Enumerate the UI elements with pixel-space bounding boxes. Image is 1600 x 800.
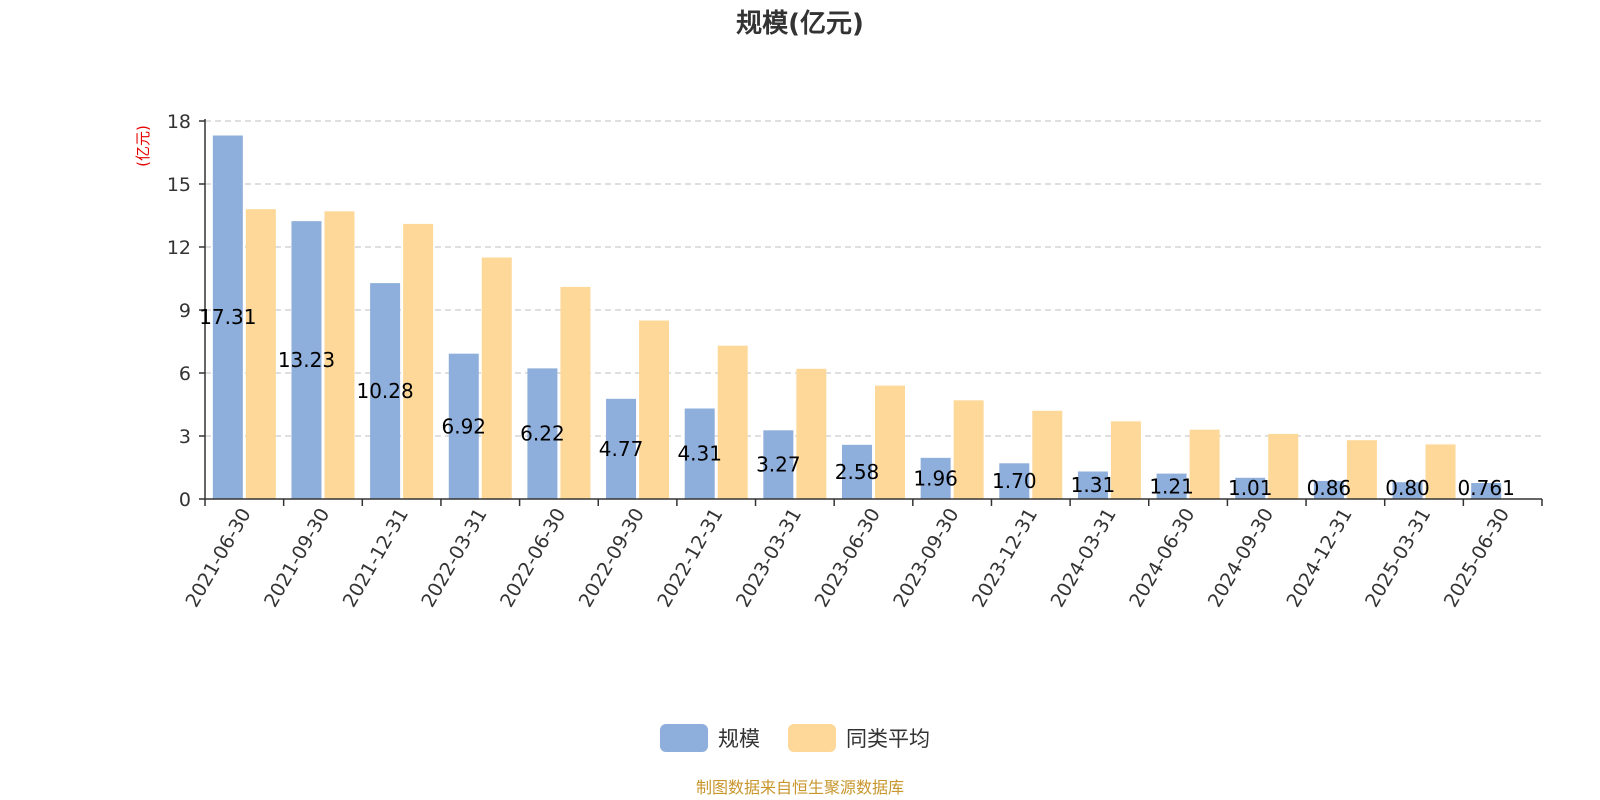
data-label: 3.27	[756, 453, 801, 477]
legend-label: 规模	[718, 727, 760, 751]
legend-item-peer-average[interactable]: 同类平均	[788, 724, 930, 752]
data-label: 2.58	[835, 460, 880, 484]
data-label: 1.21	[1149, 474, 1194, 498]
x-tick-label: 2021-12-31	[339, 505, 413, 612]
x-tick-label: 2022-03-31	[417, 505, 491, 612]
data-label: 0.86	[1307, 476, 1352, 500]
bar-peer-average	[560, 286, 591, 499]
bar-peer-average	[796, 368, 827, 499]
bar-peer-average	[1189, 429, 1220, 499]
bar-peer-average	[1032, 410, 1063, 499]
legend-label: 同类平均	[846, 727, 930, 751]
x-tick-label: 2022-06-30	[496, 505, 570, 612]
bar-scale	[1471, 483, 1502, 499]
data-label: 4.77	[599, 437, 644, 461]
x-tick-label: 2023-03-31	[732, 505, 806, 612]
bar-scale	[1392, 482, 1423, 499]
data-label: 0.761	[1458, 476, 1515, 500]
y-tick-label: 0	[179, 489, 191, 511]
data-labels: 17.31 13.23 10.28 6.92 6.22 4.77 4.31 3.27 2.58 1…	[199, 305, 1515, 500]
y-axis-ticks: 0 3 6 9 12 15 18	[167, 111, 205, 511]
bar-peer-average	[245, 209, 276, 499]
x-axis-ticks: 2021-06-30 2021-09-30 2021-12-31 2022-03-31…	[181, 499, 1543, 612]
bar-scale	[212, 135, 243, 500]
x-tick-label: 2023-12-31	[968, 505, 1042, 612]
x-tick-label: 2025-06-30	[1440, 505, 1514, 612]
data-label: 1.96	[913, 466, 958, 490]
bar-scale	[1077, 471, 1108, 499]
y-axis-unit-label: (亿元)	[134, 125, 152, 167]
bar-scale	[920, 457, 951, 499]
data-label: 1.31	[1071, 473, 1116, 497]
x-tick-label: 2022-09-30	[575, 505, 649, 612]
bar-scale	[527, 368, 558, 499]
data-label: 4.31	[677, 442, 722, 466]
y-tick-label: 3	[179, 426, 191, 448]
x-tick-label: 2023-09-30	[889, 504, 963, 611]
bar-scale	[999, 463, 1030, 499]
bar-peer-average	[1110, 421, 1141, 499]
data-label: 6.92	[441, 414, 486, 438]
bar-scale	[684, 408, 715, 499]
x-tick-label: 2024-03-31	[1047, 505, 1121, 612]
legend-swatch	[660, 724, 708, 752]
x-tick-label: 2023-06-30	[811, 505, 885, 612]
data-label: 17.31	[199, 305, 256, 329]
x-tick-label: 2024-09-30	[1204, 505, 1278, 612]
bar-peer-average	[403, 223, 434, 499]
x-tick-label: 2025-03-31	[1361, 505, 1435, 612]
legend-item-scale[interactable]: 规模	[660, 724, 760, 752]
data-label: 13.23	[278, 348, 335, 372]
bar-scale	[370, 283, 401, 499]
bar-scale	[763, 430, 794, 499]
x-tick-label: 2021-06-30	[181, 505, 255, 612]
bar-peer-average	[481, 257, 512, 499]
legend-swatch	[788, 724, 836, 752]
x-tick-label: 2024-12-31	[1282, 505, 1356, 612]
bar-peer-average	[717, 345, 748, 499]
bar-peer-average	[639, 320, 670, 499]
chart-title: 规模(亿元)	[736, 9, 864, 39]
bar-scale	[606, 398, 637, 499]
y-tick-label: 15	[167, 174, 191, 196]
bar-scale	[1313, 480, 1344, 499]
y-tick-label: 12	[167, 237, 191, 259]
bar-peer-average	[1346, 440, 1377, 499]
data-label: 6.22	[520, 422, 565, 446]
bar-peer-average	[324, 211, 355, 500]
bar-peer-average	[1425, 444, 1456, 499]
source-note: 制图数据来自恒生聚源数据库	[696, 778, 904, 797]
x-tick-label: 2024-06-30	[1125, 505, 1199, 612]
bar-peer-average	[953, 400, 984, 499]
y-tick-label: 6	[179, 363, 191, 385]
bar-peer-average	[875, 385, 905, 499]
x-tick-label: 2022-12-31	[653, 505, 727, 612]
bar-scale	[1156, 473, 1187, 499]
data-label: 10.28	[356, 379, 413, 403]
legend[interactable]: 规模 同类平均	[660, 724, 930, 752]
bar-scale	[448, 353, 479, 499]
bar-scale	[842, 444, 872, 499]
bar-peer-average	[1268, 433, 1299, 499]
bars	[212, 135, 1502, 500]
data-label: 1.01	[1228, 476, 1273, 500]
y-tick-label: 9	[179, 300, 191, 322]
axes	[204, 119, 1542, 500]
data-label: 1.70	[992, 469, 1037, 493]
bar-scale	[1235, 477, 1266, 499]
data-label: 0.80	[1385, 476, 1430, 500]
bar-scale	[291, 221, 322, 500]
x-tick-label: 2021-09-30	[260, 505, 334, 612]
y-tick-label: 18	[167, 111, 191, 133]
